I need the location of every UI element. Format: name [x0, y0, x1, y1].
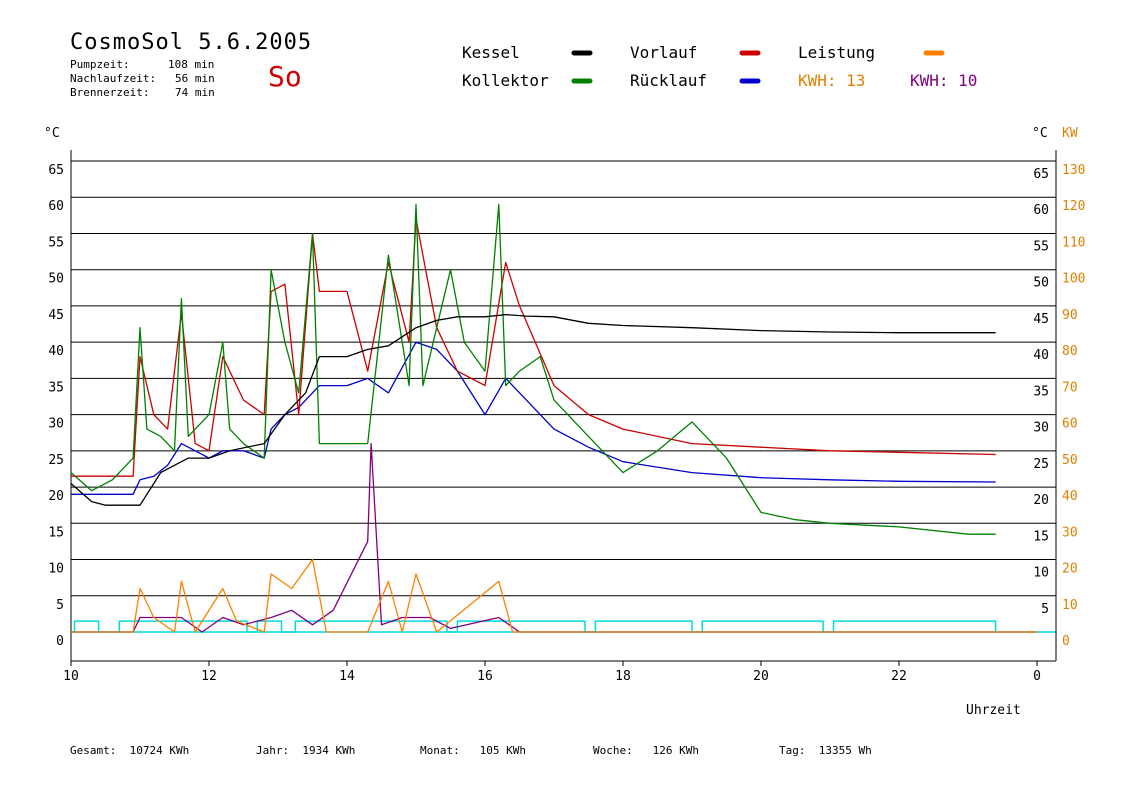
- weekday-label: So: [268, 60, 302, 93]
- y-tick-label-right-c: 25: [1033, 457, 1049, 472]
- y-tick-label-right-c: 10: [1033, 566, 1049, 581]
- y-tick-label-right-c: 20: [1033, 493, 1049, 508]
- y-tick-label-right-kw: 70: [1062, 380, 1078, 395]
- y-tick-label-right-c: 50: [1033, 276, 1049, 291]
- footer-woche: Woche: 126 KWh: [593, 744, 699, 757]
- y-tick-label-right-kw: 60: [1062, 417, 1078, 432]
- legend-leistung-label: Leistung: [798, 43, 876, 62]
- left-axis-unit: °C: [44, 126, 60, 141]
- pumpzeit-value: 108 min: [168, 58, 215, 71]
- y-tick-label-left: 60: [48, 199, 64, 214]
- brennerzeit-label: Brennerzeit:: [70, 86, 150, 99]
- x-tick-label: 0: [1033, 669, 1041, 684]
- x-axis-label: Uhrzeit: [966, 703, 1021, 718]
- y-tick-label-right-c: 60: [1033, 203, 1049, 218]
- y-tick-label-left: 40: [48, 344, 64, 359]
- pumpzeit-label: Pumpzeit:: [70, 58, 130, 71]
- legend-kollektor-label: Kollektor: [462, 71, 549, 90]
- x-tick-label: 14: [339, 669, 355, 684]
- y-tick-label-left: 50: [48, 272, 64, 287]
- x-tick-label: 22: [891, 669, 907, 684]
- series-line-leistung: [71, 558, 1037, 633]
- series-line-vorlauf: [71, 218, 996, 477]
- x-tick-label: 20: [753, 669, 769, 684]
- y-tick-label-right-kw: 100: [1062, 272, 1085, 287]
- axes: [70, 150, 1057, 666]
- y-tick-label-right-c: 40: [1033, 348, 1049, 363]
- y-tick-label-right-c: 35: [1033, 384, 1049, 399]
- y-tick-label-right-c: 30: [1033, 421, 1049, 436]
- tick-labels: 0 5 10 15 20 25 30 35 40 45 50 55 60 65 5 10 15 20 25 30 35 4…: [48, 163, 1085, 684]
- legend-kwh-2: KWH: 10: [910, 71, 978, 90]
- series-line-kessel: [70, 313, 996, 506]
- y-tick-label-right-kw: 80: [1062, 344, 1078, 359]
- legend-vorlauf-label: Vorlauf: [630, 43, 698, 62]
- x-tick-label: 16: [477, 669, 493, 684]
- y-tick-label-right-kw: 10: [1062, 598, 1078, 613]
- footer-jahr: Jahr: 1934 KWh: [256, 744, 356, 757]
- series-line-pump: [71, 620, 997, 633]
- y-tick-label-right-kw: 90: [1062, 308, 1078, 323]
- footer-gesamt: Gesamt: 10724 KWh: [70, 744, 190, 757]
- right-axis-unit-kw: KW: [1062, 126, 1078, 141]
- y-tick-label-left: 0: [56, 634, 64, 649]
- brennerzeit-value: 74 min: [175, 86, 215, 99]
- y-tick-label-right-kw: 20: [1062, 562, 1078, 577]
- y-tick-label-left: 30: [48, 417, 64, 432]
- nachlaufzeit-value: 56 min: [175, 72, 215, 85]
- nachlaufzeit-label: Nachlaufzeit:: [70, 72, 157, 85]
- legend-kwh-1: KWH: 13: [798, 71, 866, 90]
- y-tick-label-left: 45: [48, 308, 64, 323]
- series-line-ruecklauf: [71, 341, 996, 495]
- y-tick-label-right-kw: 130: [1062, 163, 1085, 178]
- grid-lines: [71, 160, 1056, 633]
- y-tick-label-left: 20: [48, 489, 64, 504]
- footer-monat: Monat: 105 KWh: [420, 744, 526, 757]
- y-tick-label-right-kw: 30: [1062, 525, 1078, 540]
- x-tick-label: 18: [615, 669, 631, 684]
- right-axis-unit-c: °C: [1032, 126, 1048, 141]
- chart-title: CosmoSol 5.6.2005: [70, 30, 313, 55]
- footer-tag: Tag: 13355 Wh: [779, 744, 872, 757]
- series-line-kollektor: [70, 203, 996, 535]
- y-tick-label-right-kw: 110: [1062, 235, 1085, 250]
- data-series: [70, 203, 1037, 633]
- y-tick-label-right-kw: 0: [1062, 634, 1070, 649]
- y-tick-label-left: 35: [48, 380, 64, 395]
- y-tick-label-left: 5: [56, 598, 64, 613]
- y-tick-label-left: 55: [48, 235, 64, 250]
- y-tick-label-right-c: 45: [1033, 312, 1049, 327]
- y-tick-label-right-kw: 120: [1062, 199, 1085, 214]
- x-tick-label: 12: [201, 669, 217, 684]
- y-tick-label-right-kw: 50: [1062, 453, 1078, 468]
- legend-kessel-label: Kessel: [462, 43, 520, 62]
- y-tick-label-right-c: 65: [1033, 167, 1049, 182]
- y-tick-label-left: 10: [48, 562, 64, 577]
- y-tick-label-left: 15: [48, 525, 64, 540]
- y-tick-label-right-kw: 40: [1062, 489, 1078, 504]
- x-tick-label: 10: [63, 669, 79, 684]
- y-tick-label-right-c: 15: [1033, 529, 1049, 544]
- y-tick-label-right-c: 5: [1041, 602, 1049, 617]
- legend-ruecklauf-label: Rücklauf: [630, 71, 708, 90]
- y-tick-label-left: 65: [48, 163, 64, 178]
- y-tick-label-left: 25: [48, 453, 64, 468]
- series-line-kwh2: [71, 442, 1037, 633]
- y-tick-label-right-c: 55: [1033, 239, 1049, 254]
